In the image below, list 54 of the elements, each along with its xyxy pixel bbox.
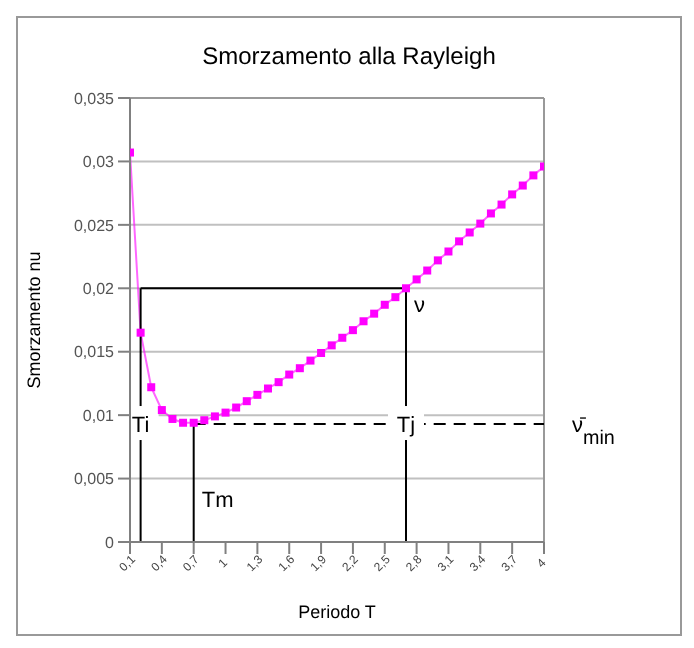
point (486, 209, 495, 218)
point (264, 384, 272, 393)
y-axis-title: Smorzamento nu (24, 251, 45, 389)
point (338, 333, 347, 342)
point (497, 200, 506, 209)
point (402, 284, 410, 293)
point (508, 190, 517, 199)
point (189, 418, 198, 427)
ref-line-label: ν (414, 294, 426, 319)
point (285, 370, 294, 379)
point (221, 408, 230, 417)
point (476, 219, 485, 228)
point (306, 356, 315, 365)
y-tick-label: 0,005 (73, 470, 116, 489)
point (444, 247, 453, 256)
y-tick-label: 0 (105, 533, 116, 552)
ref-line-label: ν̄$_{min}$ (572, 414, 615, 450)
point (157, 406, 166, 415)
y-tick-label: 0,035 (73, 89, 116, 108)
point (529, 171, 538, 180)
point (423, 266, 432, 275)
ref-line-label: Tm (201, 488, 234, 513)
point (232, 403, 241, 412)
y-tick-label: 0,02 (82, 279, 116, 298)
point (359, 317, 368, 326)
point (242, 397, 251, 406)
y-tick-label: 0,03 (82, 153, 116, 172)
point (518, 181, 527, 190)
y-tick-label: 0,025 (73, 216, 116, 235)
ref-line-label: Ti (131, 414, 150, 439)
y-tick-label: 0,01 (82, 406, 116, 425)
point (455, 237, 464, 246)
point (465, 228, 474, 237)
ref-line-label: Tj (396, 414, 416, 439)
point (380, 300, 389, 309)
y-tick-label: 0,015 (73, 343, 116, 362)
point (295, 364, 304, 373)
point (168, 414, 177, 423)
point (136, 328, 145, 337)
point (274, 378, 283, 387)
point (348, 326, 357, 335)
point (200, 416, 209, 425)
point (253, 390, 262, 399)
point (433, 256, 442, 265)
point (327, 341, 336, 350)
point (210, 412, 219, 421)
point (317, 348, 326, 357)
point (391, 293, 400, 302)
point (370, 309, 379, 318)
point (179, 418, 188, 427)
point (412, 275, 421, 284)
point (147, 383, 156, 392)
chart-title: Smorzamento alla Rayleigh (200, 42, 498, 70)
x-axis-title: Periodo T (298, 602, 377, 622)
